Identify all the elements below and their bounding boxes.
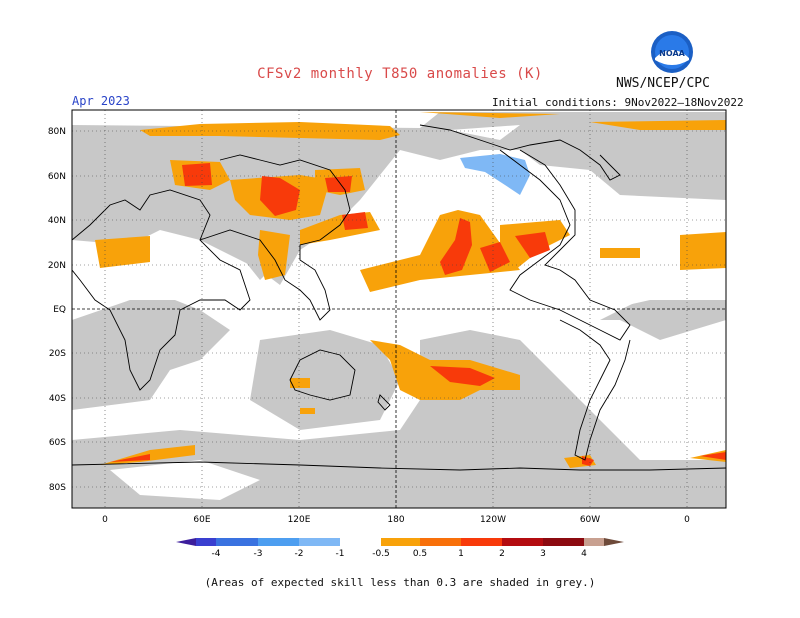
agency-label: NWS/NCEP/CPC [616, 76, 710, 91]
lat-label: 40N [48, 216, 66, 226]
svg-text:NOAA: NOAA [659, 49, 685, 58]
lon-label: 60E [193, 515, 210, 525]
lon-label: 60W [580, 515, 600, 525]
valid-month-label: Apr 2023 [72, 94, 130, 108]
colorbar-label: 2 [499, 549, 505, 559]
colorbar-label: -2 [295, 549, 304, 559]
colorbar-label: -4 [212, 549, 221, 559]
noaa-logo: NOAA [651, 31, 693, 73]
lon-label: 120E [288, 515, 311, 525]
colorbar-label: 0.5 [413, 549, 427, 559]
colorbar-segment [340, 538, 381, 546]
colorbar [176, 538, 624, 546]
lon-labels: 0 60E 120E 180 120W 60W 0 [102, 515, 690, 525]
lat-label: 60N [48, 172, 66, 182]
footnote: (Areas of expected skill less than 0.3 a… [204, 576, 596, 589]
lat-label: 20N [48, 261, 66, 271]
colorbar-segment [196, 538, 216, 546]
lon-label: 0 [684, 515, 690, 525]
anomaly-1-2 [110, 163, 726, 466]
colorbar-min-triangle [176, 538, 196, 546]
colorbar-segment [381, 538, 420, 546]
colorbar-segment [216, 538, 258, 546]
colorbar-max-triangle [604, 538, 624, 546]
colorbar-segment [584, 538, 604, 546]
lat-label: 60S [49, 438, 66, 448]
lat-label: EQ [53, 305, 66, 315]
colorbar-label: -1 [336, 549, 345, 559]
colorbar-label: -0.5 [372, 549, 390, 559]
lat-label: 80S [49, 483, 66, 493]
colorbar-segment [543, 538, 584, 546]
lon-label: 0 [102, 515, 108, 525]
colorbar-segment [502, 538, 543, 546]
lat-label: 20S [49, 349, 66, 359]
colorbar-segment [258, 538, 299, 546]
colorbar-labels: -4 -3 -2 -1 -0.5 0.5 1 2 3 4 [212, 549, 588, 559]
colorbar-label: 3 [540, 549, 546, 559]
colorbar-segment [299, 538, 340, 546]
map-frame [71, 109, 727, 509]
colorbar-label: 1 [458, 549, 464, 559]
initial-conditions-label: Initial conditions: 9Nov2022–18Nov2022 [492, 96, 744, 109]
lat-label: 80N [48, 127, 66, 137]
colorbar-label: 4 [581, 549, 587, 559]
colorbar-segment [461, 538, 502, 546]
chart-title: CFSv2 monthly T850 anomalies (K) [257, 66, 543, 82]
lon-label: 120W [480, 515, 506, 525]
lon-label: 180 [387, 515, 404, 525]
lat-label: 40S [49, 394, 66, 404]
colorbar-segment [420, 538, 461, 546]
colorbar-label: -3 [254, 549, 263, 559]
lat-labels: 80N 60N 40N 20N EQ 20S 40S 60S 80S [48, 127, 66, 493]
anomaly-negative [460, 154, 530, 195]
graticule [72, 110, 726, 508]
coastlines [72, 124, 726, 471]
